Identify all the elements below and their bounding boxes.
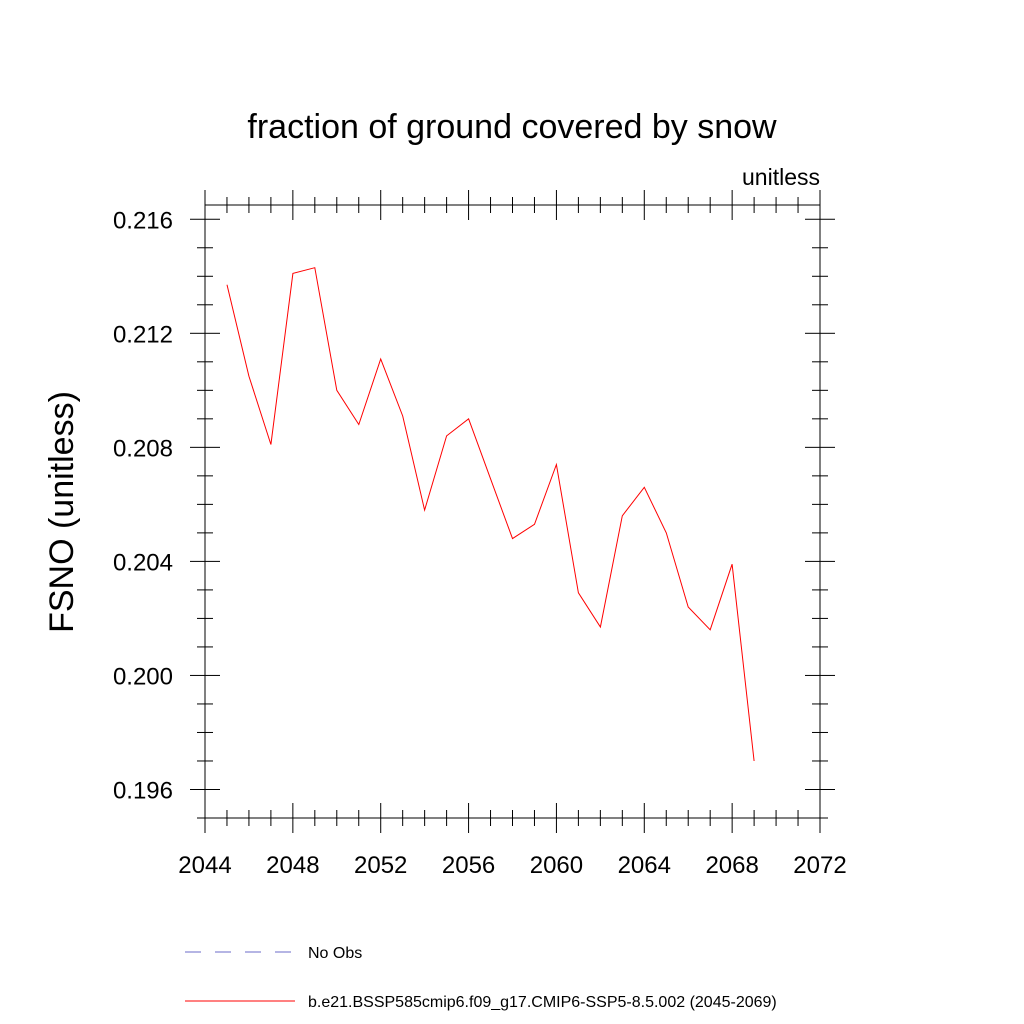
units-label: unitless [742,164,820,190]
axis-ticks [190,190,835,833]
x-tick-label: 2068 [705,852,758,879]
x-tick-label: 2064 [618,852,671,879]
data-series [226,267,755,762]
plot-area-frame [204,204,821,819]
y-tick-label: 0.204 [113,549,173,576]
legend: No Obs b.e21.BSSP585cmip6.f09_g17.CMIP6-S… [185,945,777,1011]
y-tick-label: 0.196 [113,777,173,804]
x-tick-label: 2072 [793,852,846,879]
axis-tick-labels: 2044 2048 2052 2056 2060 2064 2068 2072 0.196 0.2… [113,207,847,879]
y-tick-label: 0.216 [113,207,173,234]
x-tick-label: 2052 [354,852,407,879]
x-tick-label: 2044 [178,852,231,879]
y-tick-label: 0.212 [113,321,173,348]
y-tick-label: 0.208 [113,435,173,462]
y-axis-label: FSNO (unitless) [43,391,81,633]
y-tick-label: 0.200 [113,663,173,690]
x-tick-label: 2048 [266,852,319,879]
chart-title: fraction of ground covered by snow [247,108,777,146]
x-tick-label: 2056 [442,852,495,879]
x-tick-label: 2060 [530,852,583,879]
series-line [226,267,755,762]
legend-label: No Obs [308,945,362,962]
legend-label: b.e21.BSSP585cmip6.f09_g17.CMIP6-SSP5-8.… [308,994,777,1011]
